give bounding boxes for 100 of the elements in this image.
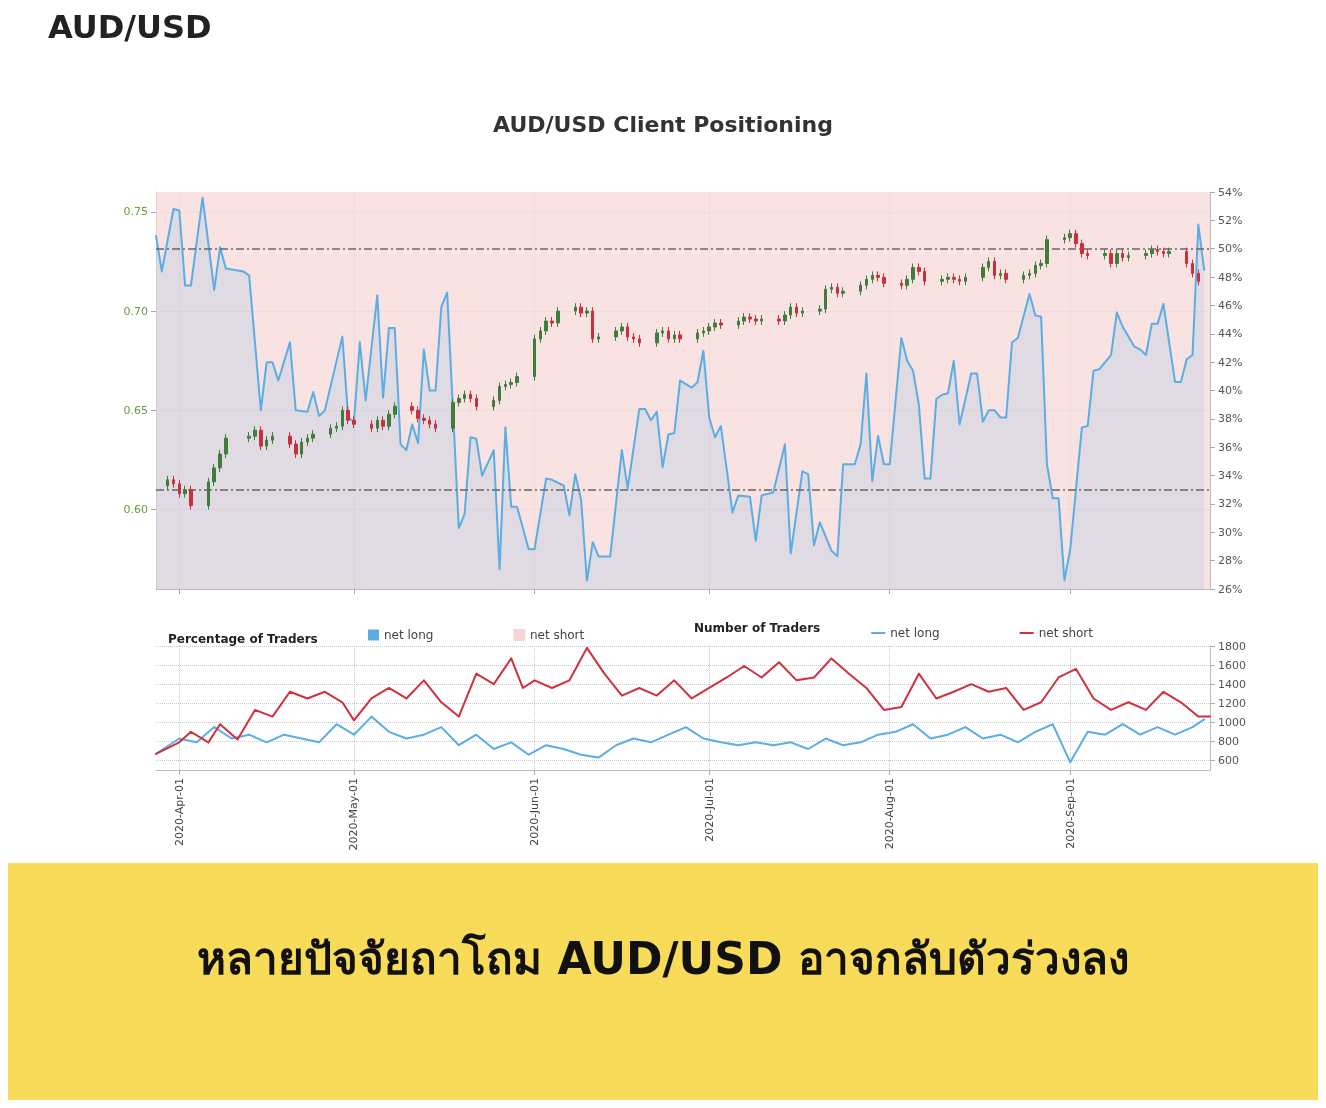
candlestick: [777, 314, 781, 326]
candlestick: [457, 393, 461, 407]
y-tick-label: 1600: [1218, 658, 1246, 672]
candlestick: [504, 380, 507, 391]
y2-tick-label: 46%: [1218, 298, 1243, 312]
x-tick-label: 2020-Sep-01: [1063, 778, 1077, 849]
candlestick: [748, 312, 752, 324]
candlestick: [1144, 249, 1148, 260]
candlestick: [428, 415, 431, 429]
candlestick: [760, 314, 763, 326]
candlestick: [346, 405, 350, 425]
candlestick: [754, 314, 758, 326]
y-tick-label: 0.60: [123, 503, 148, 517]
legend-title: Number of Traders: [694, 621, 821, 635]
candlestick: [1022, 270, 1025, 284]
candlestick: [958, 274, 961, 286]
candlestick: [830, 282, 833, 294]
candlestick: [335, 421, 338, 433]
candlestick: [1004, 268, 1008, 284]
candlestick: [737, 316, 740, 330]
candlestick: [626, 322, 629, 342]
legend-label: net long: [890, 626, 940, 640]
candlestick: [673, 330, 676, 344]
candlestick: [614, 326, 618, 342]
candlestick: [620, 322, 624, 336]
candlestick: [719, 318, 723, 330]
candlestick: [1197, 268, 1200, 286]
candlestick: [940, 274, 944, 286]
candlestick: [259, 425, 263, 451]
candlestick: [410, 401, 414, 415]
candlestick: [1109, 249, 1113, 268]
candlestick: [871, 270, 874, 284]
candlestick: [463, 390, 466, 403]
candlestick: [218, 449, 222, 473]
candlestick: [999, 268, 1002, 280]
candlestick: [212, 463, 216, 487]
candlestick: [638, 334, 641, 348]
candlestick: [469, 390, 472, 403]
y2-tick-label: 32%: [1218, 497, 1243, 511]
candlestick: [591, 306, 594, 344]
candlestick: [381, 415, 385, 431]
candlestick: [952, 272, 956, 284]
y-tick-label: 600: [1218, 753, 1239, 767]
x-tick-label: 2020-May-01: [347, 778, 361, 851]
candlestick: [311, 429, 315, 443]
candlestick: [917, 262, 921, 276]
candlestick: [1086, 249, 1089, 260]
candlestick: [1121, 249, 1124, 262]
candlestick: [306, 433, 309, 447]
candlestick: [509, 378, 513, 390]
candlestick: [1156, 245, 1159, 257]
candlestick: [1034, 260, 1037, 278]
candlestick: [993, 257, 996, 280]
candlestick: [224, 433, 228, 459]
candlestick: [288, 431, 292, 449]
candlestick: [597, 332, 600, 344]
y-tick-label: 1800: [1218, 639, 1246, 653]
legend-label: net long: [384, 628, 434, 642]
y2-tick-label: 28%: [1218, 554, 1243, 568]
candlestick: [352, 415, 356, 429]
candlestick: [661, 326, 664, 338]
candlestick: [667, 326, 670, 344]
candlestick: [1167, 247, 1171, 259]
legend-label: net short: [529, 628, 585, 642]
candlestick: [946, 272, 950, 284]
candlestick: [253, 425, 257, 441]
candlestick: [475, 393, 478, 411]
candlestick: [1045, 235, 1049, 268]
y2-tick-label: 42%: [1218, 355, 1243, 369]
candlestick: [189, 485, 193, 511]
y2-tick-label: 44%: [1218, 327, 1243, 341]
candlestick: [492, 395, 495, 411]
candlestick: [911, 262, 915, 284]
candlestick: [981, 262, 985, 282]
candlestick: [166, 475, 169, 491]
headline-banner: หลายปัจจัยถาโถม AUD/USD อาจกลับตัวร่วงลง: [8, 863, 1318, 1100]
candlestick: [789, 302, 792, 320]
candlestick: [1074, 229, 1078, 249]
candlestick: [696, 328, 699, 344]
x-tick-label: 2020-Jul-01: [702, 778, 716, 842]
y2-tick-label: 40%: [1218, 384, 1243, 397]
candlestick: [1080, 239, 1084, 259]
candlestick: [533, 334, 536, 382]
candlestick: [376, 415, 379, 433]
y2-tick-label: 34%: [1218, 469, 1243, 483]
candlestick: [836, 282, 839, 298]
y-tick-label: 1200: [1218, 696, 1246, 710]
candlestick: [585, 306, 589, 318]
candlestick: [964, 272, 967, 286]
candlestick: [1028, 268, 1031, 280]
x-tick-label: 2020-Jun-01: [528, 778, 542, 846]
y2-tick-label: 54%: [1218, 185, 1243, 199]
x-tick-label: 2020-Aug-01: [883, 778, 897, 850]
candlestick: [393, 401, 397, 419]
candlestick: [183, 485, 187, 499]
candlestick: [207, 477, 210, 511]
candlestick: [905, 274, 909, 290]
candlestick: [498, 382, 501, 405]
candlestick: [987, 257, 990, 272]
candlestick: [579, 302, 583, 318]
